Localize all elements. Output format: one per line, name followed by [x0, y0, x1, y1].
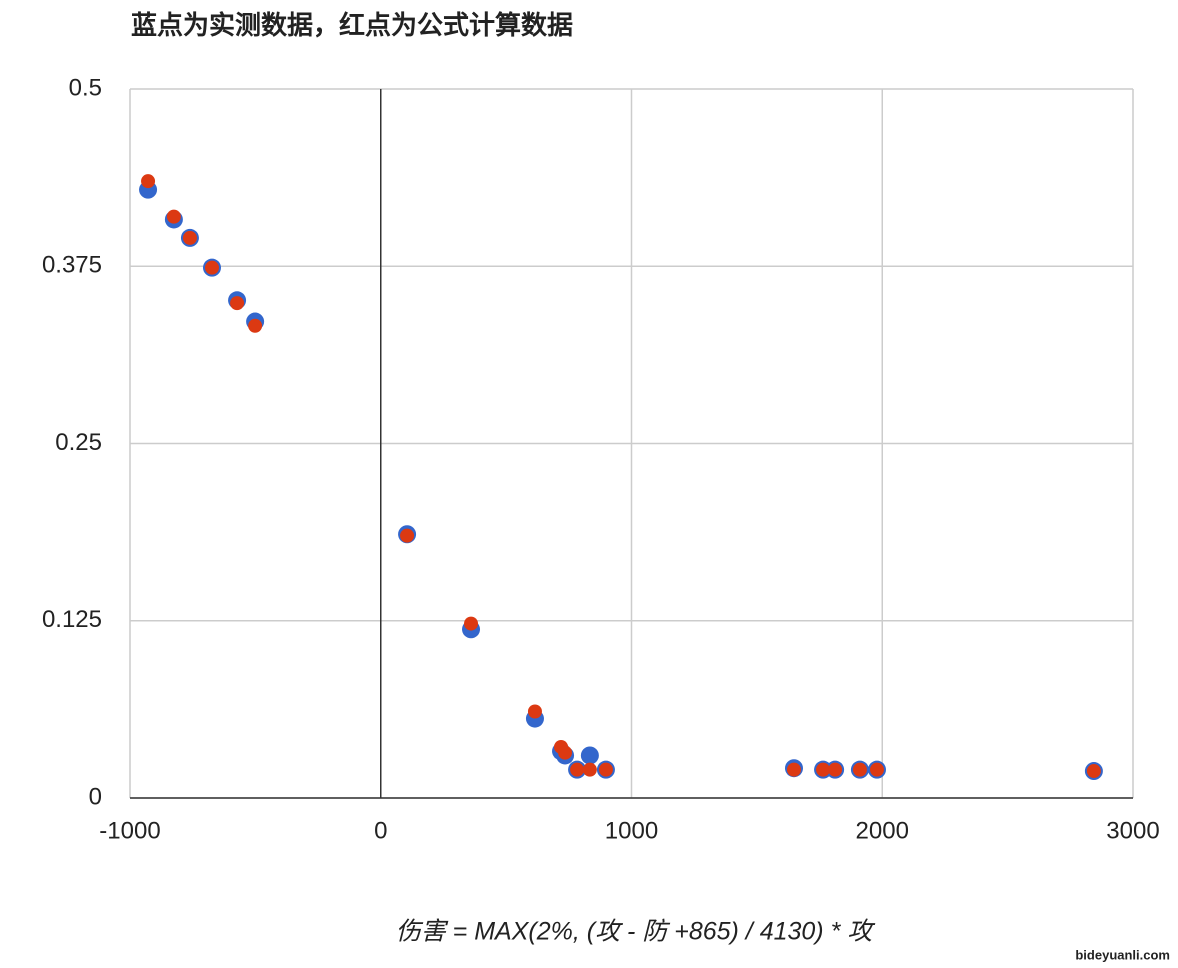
- x-tick-label: -1000: [99, 817, 160, 844]
- data-point: [248, 318, 263, 333]
- x-tick-label: 1000: [605, 817, 658, 844]
- y-tick-label: 0.25: [55, 429, 102, 456]
- y-tick-label: 0: [89, 783, 102, 810]
- data-point: [828, 762, 843, 777]
- data-point: [852, 762, 867, 777]
- data-point: [786, 762, 801, 777]
- data-point: [141, 174, 156, 189]
- y-tick-label: 0.5: [69, 74, 102, 101]
- data-point: [204, 260, 219, 275]
- data-point: [1086, 764, 1101, 779]
- x-tick-label: 2000: [856, 817, 909, 844]
- x-tick-label: 0: [374, 817, 387, 844]
- data-point: [166, 209, 181, 224]
- data-point: [527, 704, 542, 719]
- data-point: [598, 762, 613, 777]
- data-point: [869, 762, 884, 777]
- watermark: bideyuanli.com: [1075, 947, 1170, 962]
- data-point: [400, 528, 415, 543]
- chart-title: 蓝点为实测数据，红点为公式计算数据: [131, 10, 573, 40]
- data-point: [558, 745, 573, 760]
- data-point: [182, 230, 197, 245]
- data-point: [582, 762, 597, 777]
- data-point: [230, 296, 245, 311]
- data-point: [464, 616, 479, 631]
- data-point: [816, 762, 831, 777]
- data-point: [570, 762, 585, 777]
- y-tick-label: 0.125: [42, 606, 102, 633]
- data-point: [580, 746, 599, 765]
- x-tick-label: 3000: [1106, 817, 1159, 844]
- x-axis-label: 伤害 = MAX(2%, (攻 - 防 +865) / 4130) * 攻: [396, 918, 877, 946]
- y-tick-label: 0.375: [42, 252, 102, 279]
